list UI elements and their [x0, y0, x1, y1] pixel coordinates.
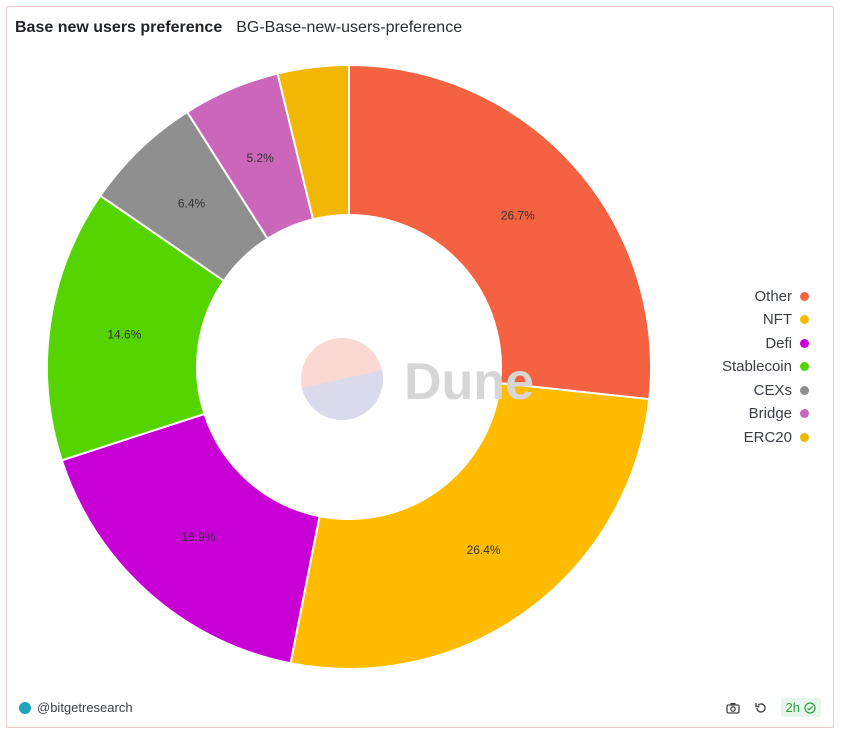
watermark-circle-bottom	[301, 370, 383, 420]
chart-card: Base new users preference BG-Base-new-us…	[6, 6, 834, 728]
legend-dot	[800, 291, 809, 301]
legend-item-defi[interactable]: Defi	[765, 334, 809, 353]
legend-item-bridge[interactable]: Bridge	[749, 405, 809, 424]
slice-defi[interactable]	[60, 412, 321, 665]
slices-group	[46, 63, 652, 670]
legend-dot	[800, 385, 809, 395]
slice-label-nft: 26.4%	[467, 543, 501, 557]
slice-other[interactable]	[348, 63, 652, 401]
slice-labels-group: 26.7% 26.4% 16.9% 14.6% 6.4% 5.2%	[107, 151, 535, 557]
legend-dot	[800, 315, 809, 325]
footer-actions: 2h	[725, 698, 821, 717]
chart-title: Base new users preference	[15, 19, 223, 36]
refresh-icon[interactable]	[753, 700, 769, 716]
chart-legend: Other NFT Defi Stablecoin CEXs Bridge ERC20	[722, 287, 809, 447]
legend-dot	[800, 338, 809, 348]
legend-item-cexs[interactable]: CEXs	[754, 381, 809, 400]
legend-label: NFT	[762, 311, 792, 329]
legend-label: Other	[754, 287, 792, 305]
refresh-age: 2h	[785, 700, 800, 715]
refresh-status-badge[interactable]: 2h	[780, 698, 821, 717]
slice-label-defi: 16.9%	[181, 530, 215, 544]
legend-dot	[800, 409, 809, 419]
check-circle-icon	[804, 701, 816, 714]
avatar	[19, 701, 31, 714]
legend-item-stablecoin[interactable]: Stablecoin	[722, 358, 809, 377]
chart-header: Base new users preference BG-Base-new-us…	[15, 19, 462, 37]
slice-label-bridge: 5.2%	[246, 151, 274, 165]
legend-dot	[800, 362, 809, 372]
slice-nft[interactable]	[289, 382, 651, 670]
query-name[interactable]: BG-Base-new-users-preference	[236, 19, 463, 36]
legend-label: Defi	[765, 334, 792, 352]
donut-chart: Dune 26.7% 26.4% 16.9% 14.6% 6.4% 5.2%	[46, 63, 652, 670]
legend-dot	[800, 432, 809, 442]
legend-item-erc20[interactable]: ERC20	[744, 428, 809, 447]
slice-label-cexs: 6.4%	[178, 196, 206, 210]
dune-watermark: Dune	[301, 338, 534, 420]
slice-erc20[interactable]	[276, 63, 350, 221]
legend-label: CEXs	[753, 381, 792, 399]
legend-item-other[interactable]: Other	[754, 287, 809, 306]
slice-label-other: 26.7%	[501, 208, 535, 222]
slice-label-stablecoin: 14.6%	[107, 327, 141, 341]
slice-stablecoin[interactable]	[46, 194, 226, 462]
legend-label: ERC20	[743, 428, 792, 446]
watermark-text: Dune	[404, 353, 534, 411]
legend-item-nft[interactable]: NFT	[763, 311, 809, 330]
legend-label: Stablecoin	[721, 358, 792, 376]
author-info[interactable]: @bitgetresearch	[19, 700, 133, 715]
author-name[interactable]: @bitgetresearch	[37, 700, 133, 715]
camera-icon[interactable]	[725, 700, 741, 716]
legend-label: Bridge	[748, 405, 792, 423]
